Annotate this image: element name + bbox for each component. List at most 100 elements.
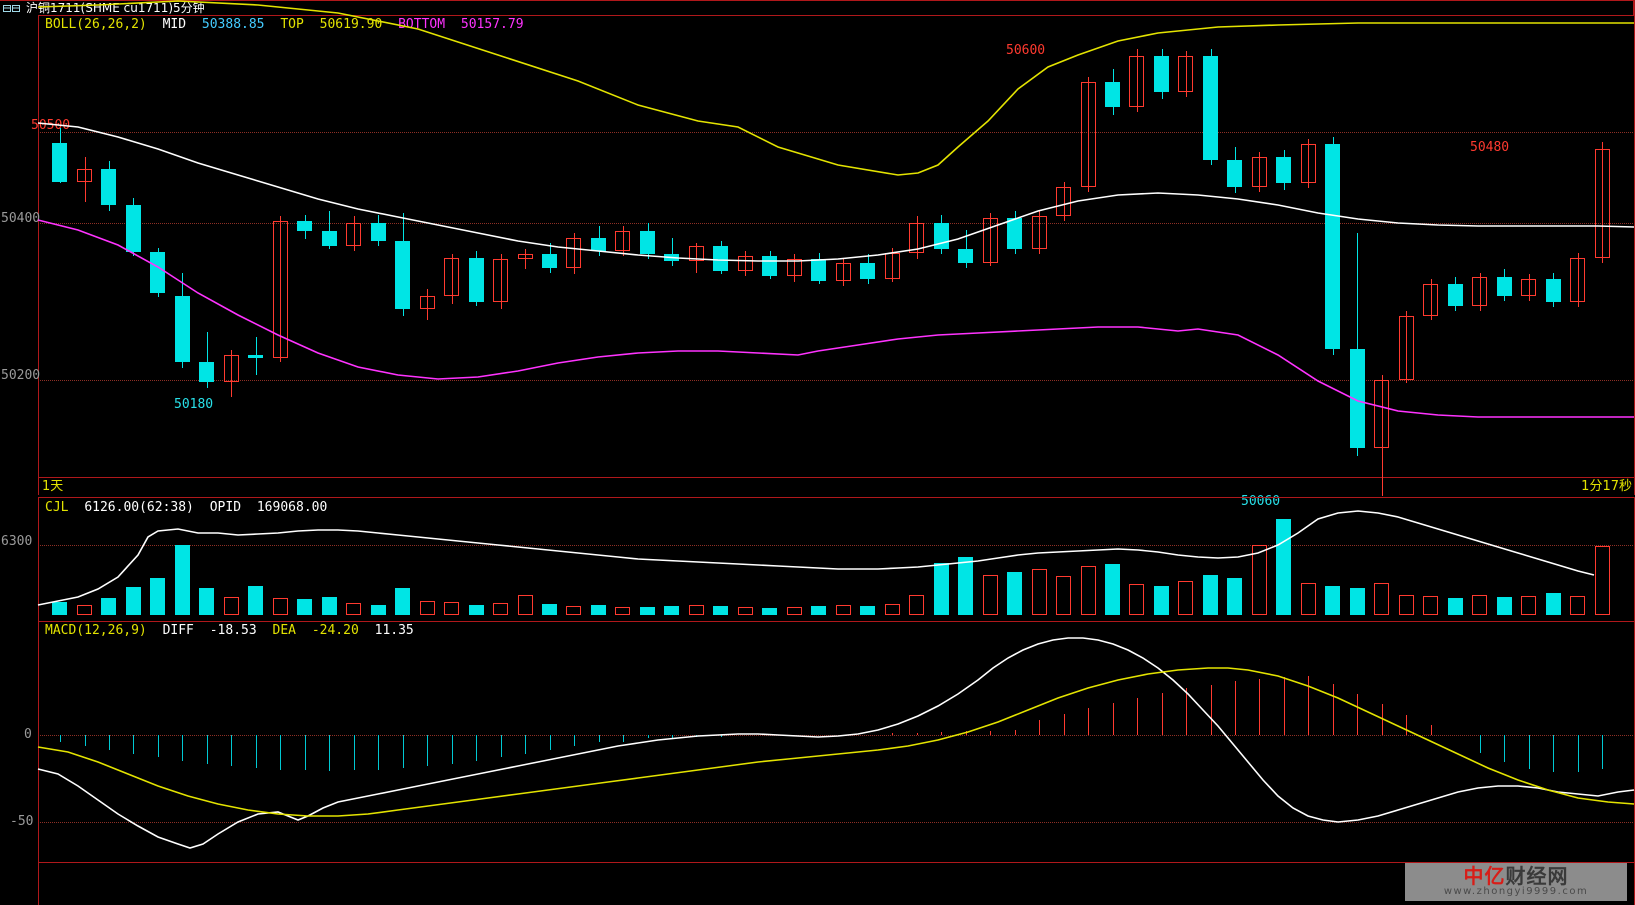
- volume-bar[interactable]: [1350, 588, 1365, 615]
- candle-body[interactable]: [395, 241, 410, 309]
- volume-bar[interactable]: [420, 600, 435, 615]
- candle-body[interactable]: [1056, 186, 1071, 217]
- volume-bar[interactable]: [1252, 545, 1267, 615]
- candle-body[interactable]: [273, 221, 288, 359]
- candle-body[interactable]: [689, 246, 704, 261]
- volume-bar[interactable]: [787, 607, 802, 615]
- volume-bar[interactable]: [1448, 598, 1463, 615]
- candle-body[interactable]: [738, 256, 753, 271]
- candle-body[interactable]: [493, 259, 508, 303]
- candle-body[interactable]: [1007, 217, 1022, 250]
- volume-bar[interactable]: [518, 595, 533, 615]
- volume-bar[interactable]: [615, 607, 630, 615]
- volume-bar[interactable]: [371, 605, 386, 615]
- volume-bar[interactable]: [762, 608, 777, 615]
- volume-bar[interactable]: [958, 557, 973, 615]
- candle-body[interactable]: [983, 217, 998, 263]
- volume-bar[interactable]: [1497, 597, 1512, 615]
- price-chart-panel[interactable]: BOLL(26,26,2) MID 50388.85 TOP 50619.90 …: [0, 0, 1635, 509]
- candle-body[interactable]: [591, 237, 606, 252]
- volume-bar[interactable]: [322, 597, 337, 615]
- volume-bar[interactable]: [1472, 595, 1487, 615]
- volume-bar[interactable]: [1007, 571, 1022, 615]
- candle-body[interactable]: [1546, 279, 1561, 303]
- candle-body[interactable]: [615, 231, 630, 252]
- candle-body[interactable]: [518, 254, 533, 260]
- candle-body[interactable]: [713, 246, 728, 271]
- candle-body[interactable]: [860, 262, 875, 280]
- volume-bar[interactable]: [1203, 575, 1218, 615]
- candle-body[interactable]: [1301, 143, 1316, 184]
- candle-body[interactable]: [297, 221, 312, 232]
- volume-bar[interactable]: [1129, 583, 1144, 615]
- candle-body[interactable]: [885, 252, 900, 280]
- volume-bar[interactable]: [860, 606, 875, 615]
- candle-body[interactable]: [1423, 284, 1438, 316]
- candle-body[interactable]: [934, 222, 949, 250]
- candle-body[interactable]: [1105, 82, 1120, 108]
- candle-body[interactable]: [1276, 156, 1291, 184]
- volume-bar[interactable]: [1546, 592, 1561, 615]
- window-restore-icon[interactable]: [3, 4, 21, 13]
- volume-bar[interactable]: [150, 578, 165, 615]
- volume-bar[interactable]: [1154, 586, 1169, 615]
- volume-bar[interactable]: [52, 601, 67, 615]
- macd-chart-panel[interactable]: MACD(12,26,9) DIFF -18.53 DEA -24.20 11.…: [0, 622, 1635, 905]
- candle-body[interactable]: [175, 295, 190, 362]
- volume-bar[interactable]: [1178, 580, 1193, 615]
- candle-body[interactable]: [1032, 216, 1047, 250]
- volume-bar[interactable]: [395, 588, 410, 615]
- candle-body[interactable]: [224, 355, 239, 382]
- candle-body[interactable]: [77, 169, 92, 182]
- candle-body[interactable]: [640, 231, 655, 255]
- candle-body[interactable]: [346, 222, 361, 247]
- volume-bar[interactable]: [542, 603, 557, 615]
- volume-bar[interactable]: [126, 587, 141, 615]
- candle-body[interactable]: [1325, 143, 1340, 349]
- volume-bar[interactable]: [469, 605, 484, 615]
- volume-chart-panel[interactable]: CJL 6126.00(62:38) OPID 169068.00 6300: [0, 497, 1635, 622]
- volume-bar[interactable]: [811, 606, 826, 615]
- volume-bar[interactable]: [738, 607, 753, 615]
- candle-body[interactable]: [811, 259, 826, 281]
- candle-body[interactable]: [52, 142, 67, 182]
- candle-body[interactable]: [1129, 55, 1144, 108]
- volume-bar[interactable]: [273, 598, 288, 615]
- volume-bar[interactable]: [591, 605, 606, 615]
- volume-bar[interactable]: [199, 588, 214, 615]
- volume-bar[interactable]: [1521, 596, 1536, 615]
- volume-bar[interactable]: [664, 606, 679, 615]
- volume-bar[interactable]: [1227, 578, 1242, 615]
- volume-bar[interactable]: [640, 607, 655, 615]
- candle-body[interactable]: [1081, 82, 1096, 187]
- candle-body[interactable]: [1570, 257, 1585, 303]
- volume-bar[interactable]: [1325, 586, 1340, 615]
- candle-body[interactable]: [199, 361, 214, 382]
- volume-bar[interactable]: [1374, 582, 1389, 615]
- volume-bar[interactable]: [101, 598, 116, 615]
- volume-bar[interactable]: [224, 597, 239, 615]
- volume-bar[interactable]: [248, 586, 263, 615]
- candle-body[interactable]: [1178, 55, 1193, 93]
- volume-bar[interactable]: [689, 605, 704, 615]
- volume-bar[interactable]: [836, 605, 851, 615]
- volume-bar[interactable]: [566, 606, 581, 615]
- candle-body[interactable]: [126, 204, 141, 252]
- candle-body[interactable]: [101, 169, 116, 205]
- volume-bar[interactable]: [1276, 519, 1291, 615]
- volume-bar[interactable]: [1399, 595, 1414, 615]
- candle-body[interactable]: [1227, 160, 1242, 187]
- candle-body[interactable]: [248, 355, 263, 359]
- volume-bar[interactable]: [909, 595, 924, 615]
- candle-body[interactable]: [371, 222, 386, 242]
- volume-bar[interactable]: [1105, 563, 1120, 615]
- volume-bar[interactable]: [297, 599, 312, 615]
- volume-bar[interactable]: [934, 562, 949, 615]
- candle-body[interactable]: [787, 259, 802, 276]
- candle-body[interactable]: [1595, 148, 1610, 258]
- candle-body[interactable]: [836, 262, 851, 281]
- candle-body[interactable]: [909, 222, 924, 253]
- volume-bar[interactable]: [983, 575, 998, 615]
- volume-bar[interactable]: [1301, 582, 1316, 615]
- candle-body[interactable]: [150, 251, 165, 294]
